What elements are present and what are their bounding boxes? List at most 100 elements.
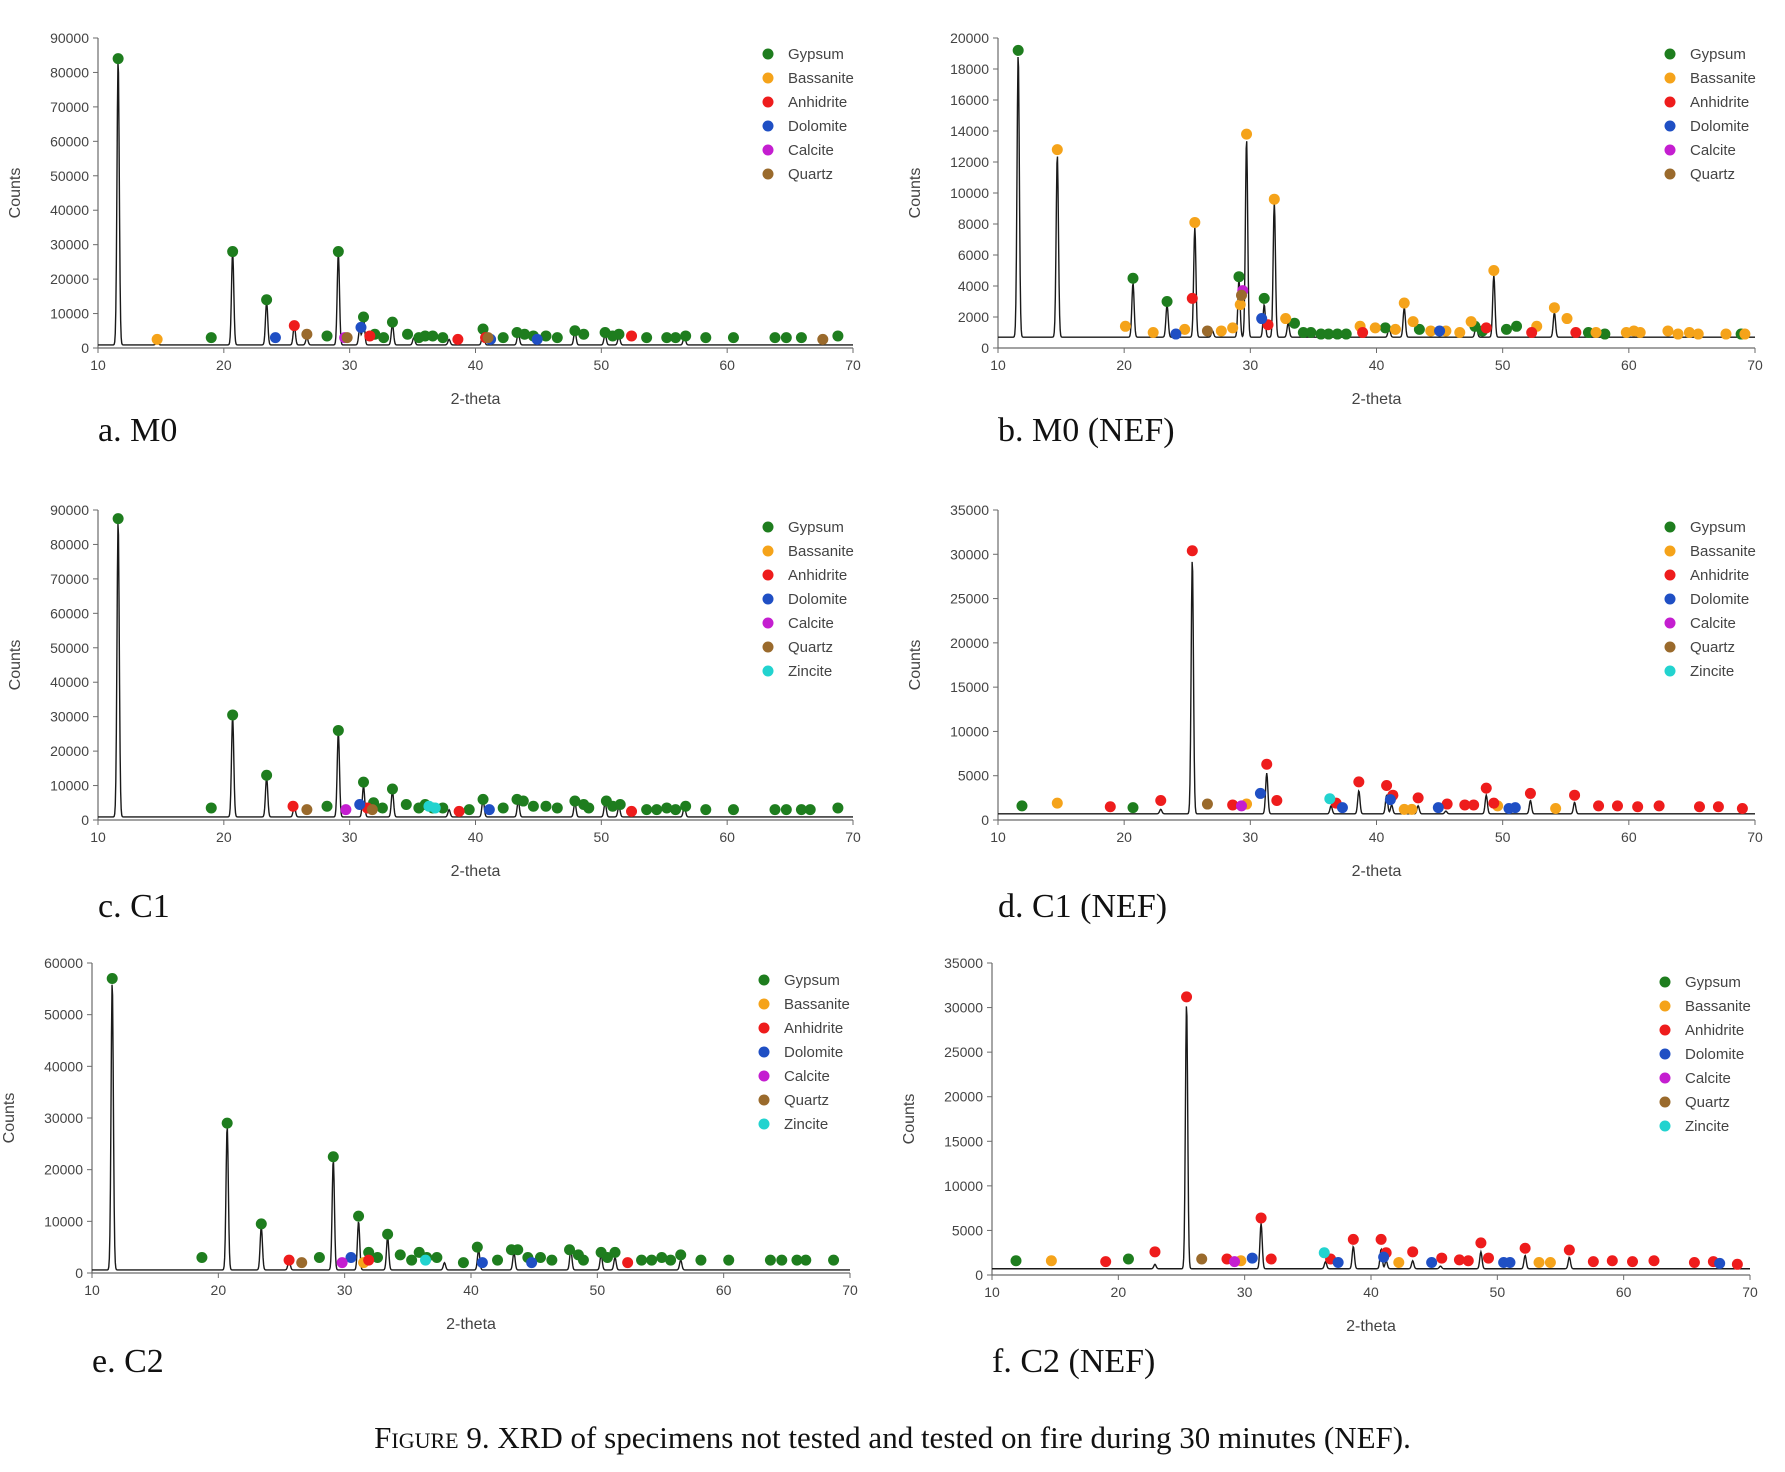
phase-marker-bassanite	[1406, 803, 1418, 815]
legend-label-dolomite: Dolomite	[1685, 1046, 1744, 1063]
y-tick-label: 40000	[44, 1058, 83, 1074]
phase-marker-dolomite	[1432, 802, 1444, 814]
legend-swatch-quartz	[1659, 1096, 1671, 1108]
phase-marker-gypsum	[583, 802, 595, 814]
phase-marker-gypsum	[546, 1254, 558, 1266]
phase-marker-bassanite	[1548, 302, 1560, 314]
phase-marker-gypsum	[564, 1244, 576, 1256]
phase-marker-gypsum	[332, 724, 344, 736]
x-tick-label: 70	[1747, 829, 1763, 845]
x-tick-label: 10	[84, 1282, 100, 1298]
x-tick-label: 40	[1363, 1284, 1379, 1300]
phase-marker-gypsum	[661, 802, 673, 814]
y-tick-label: 20000	[950, 635, 989, 651]
x-tick-label: 40	[463, 1282, 479, 1298]
phase-marker-anhidrite	[1265, 1253, 1277, 1265]
phase-marker-anhidrite	[1227, 799, 1239, 811]
y-tick-label: 50000	[50, 168, 89, 184]
phase-marker-gypsum	[680, 800, 692, 812]
phase-marker-bassanite	[1051, 144, 1063, 156]
phase-marker-gypsum	[1413, 323, 1425, 335]
phase-marker-quartz	[301, 328, 313, 340]
legend-label-calcite: Calcite	[784, 1068, 830, 1085]
phase-marker-anhidrite	[1468, 799, 1480, 811]
phase-marker-gypsum	[700, 332, 712, 344]
phase-marker-gypsum	[227, 246, 239, 258]
y-tick-label: 4000	[958, 278, 989, 294]
y-tick-label: 30000	[50, 709, 89, 725]
phase-marker-quartz	[817, 333, 829, 345]
phase-marker-dolomite	[1714, 1257, 1726, 1269]
phase-marker-quartz	[301, 804, 313, 816]
phase-marker-anhidrite	[287, 800, 299, 812]
phase-marker-gypsum	[321, 800, 333, 812]
phase-marker-gypsum	[680, 330, 692, 342]
phase-marker-dolomite	[1332, 1257, 1344, 1269]
phase-marker-gypsum	[804, 804, 816, 816]
x-tick-label: 10	[990, 829, 1006, 845]
phase-marker-anhidrite	[1526, 327, 1538, 338]
phase-marker-gypsum	[419, 330, 431, 342]
phase-marker-anhidrite	[1104, 801, 1116, 813]
phase-marker-gypsum	[431, 1252, 443, 1263]
phase-marker-bassanite	[1280, 313, 1292, 325]
legend-label-gypsum: Gypsum	[1685, 974, 1741, 991]
phase-marker-bassanite	[1544, 1257, 1556, 1269]
phase-marker-anhidrite	[1606, 1255, 1618, 1267]
y-tick-label: 20000	[50, 271, 89, 287]
xrd-trace	[92, 984, 850, 1271]
phase-marker-gypsum	[1305, 327, 1317, 338]
y-tick-label: 0	[81, 812, 89, 828]
legend-swatch-anhidrite	[758, 1022, 770, 1034]
phase-marker-gypsum	[1233, 271, 1245, 283]
phase-marker-gypsum	[106, 973, 118, 984]
panel-label-b: b. M0 (NEF)	[998, 412, 1175, 449]
phase-marker-anhidrite	[1648, 1255, 1660, 1267]
phase-marker-gypsum	[261, 769, 273, 781]
phase-marker-zincite	[1324, 793, 1336, 805]
phase-marker-gypsum	[437, 802, 449, 814]
phase-marker-bassanite	[1550, 802, 1562, 814]
x-tick-label: 20	[1116, 829, 1132, 845]
phase-marker-gypsum	[1331, 328, 1343, 340]
x-tick-label: 60	[1616, 1284, 1632, 1300]
phase-marker-gypsum	[695, 1254, 707, 1266]
y-tick-label: 30000	[944, 1000, 983, 1016]
phase-marker-anhidrite	[1563, 1244, 1575, 1256]
y-tick-label: 70000	[50, 99, 89, 115]
phase-marker-bassanite	[1268, 193, 1280, 205]
phase-marker-gypsum	[261, 294, 273, 306]
phase-marker-anhidrite	[1488, 797, 1500, 809]
phase-marker-gypsum	[1297, 327, 1309, 338]
caption-text: XRD of specimens not tested and tested o…	[497, 1420, 1411, 1455]
x-tick-label: 60	[719, 357, 735, 373]
x-tick-label: 30	[1237, 1284, 1253, 1300]
x-tick-label: 40	[468, 357, 484, 373]
phase-marker-bassanite	[1407, 316, 1419, 328]
legend-swatch-calcite	[1659, 1072, 1671, 1084]
phase-marker-bassanite	[1393, 1257, 1405, 1269]
y-tick-label: 5000	[958, 768, 989, 784]
phase-marker-anhidrite	[1632, 801, 1644, 813]
phase-marker-gypsum	[1010, 1255, 1022, 1267]
phase-marker-dolomite	[354, 799, 366, 810]
legend-swatch-quartz	[762, 168, 774, 180]
x-tick-label: 40	[1369, 357, 1385, 373]
phase-marker-gypsum	[463, 804, 475, 816]
phase-marker-bassanite	[1425, 325, 1437, 337]
legend-swatch-calcite	[758, 1070, 770, 1082]
legend-swatch-anhidrite	[1664, 96, 1676, 108]
phase-marker-gypsum	[578, 328, 590, 340]
phase-marker-anhidrite	[1186, 545, 1198, 557]
legend-label-anhidrite: Anhidrite	[1690, 94, 1749, 111]
panel-label-d: d. C1 (NEF)	[998, 888, 1168, 925]
legend-label-quartz: Quartz	[1690, 166, 1735, 183]
legend-label-dolomite: Dolomite	[788, 591, 847, 608]
phase-marker-dolomite	[531, 333, 543, 345]
phase-marker-gypsum	[551, 332, 563, 344]
x-tick-label: 40	[468, 829, 484, 845]
x-tick-label: 50	[594, 357, 610, 373]
phase-marker-gypsum	[656, 1252, 668, 1263]
y-tick-label: 15000	[950, 679, 989, 695]
phase-marker-gypsum	[1323, 328, 1335, 340]
